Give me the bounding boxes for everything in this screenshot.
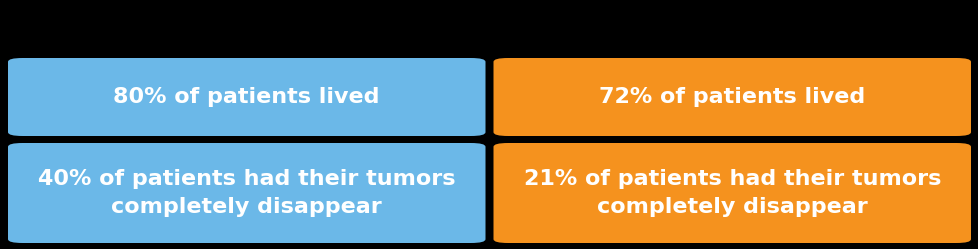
FancyBboxPatch shape [8, 143, 485, 243]
FancyBboxPatch shape [493, 58, 970, 136]
FancyBboxPatch shape [493, 143, 970, 243]
Text: 21% of patients had their tumors
completely disappear: 21% of patients had their tumors complet… [523, 169, 940, 217]
Text: 72% of patients lived: 72% of patients lived [599, 87, 865, 107]
Text: 40% of patients had their tumors
completely disappear: 40% of patients had their tumors complet… [38, 169, 455, 217]
FancyBboxPatch shape [8, 58, 485, 136]
Text: 80% of patients lived: 80% of patients lived [113, 87, 379, 107]
